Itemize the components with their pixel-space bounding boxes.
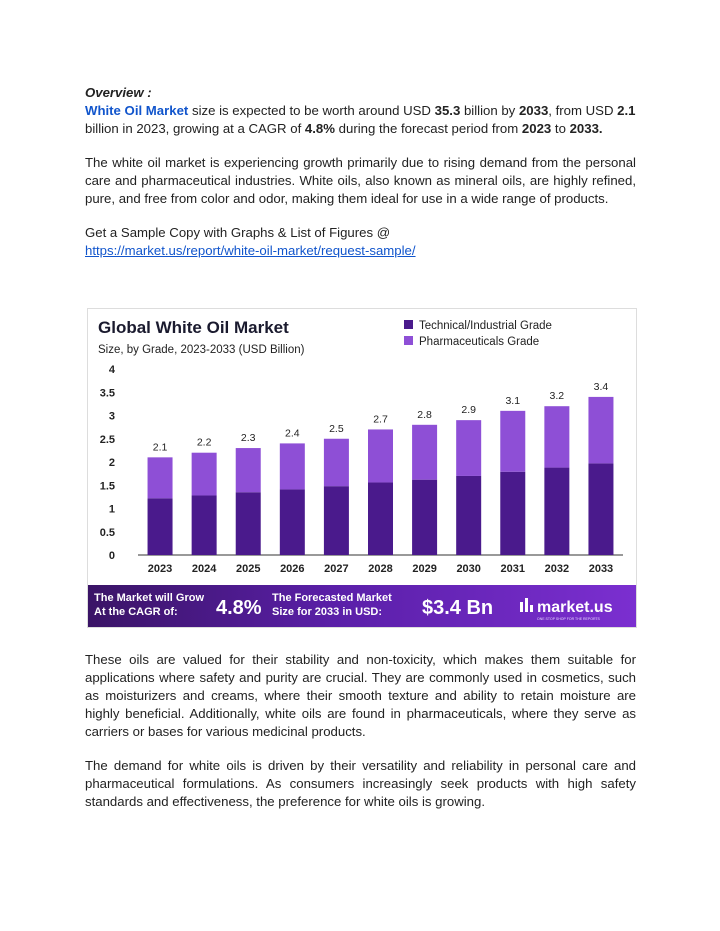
y-axis: 0 0.5 1 1.5 2 2.5 3 3.5 4 bbox=[100, 364, 116, 562]
bar-technical bbox=[279, 489, 305, 555]
bar-pharma bbox=[279, 443, 305, 490]
document-body-lower: These oils are valued for their stabilit… bbox=[85, 651, 636, 811]
bar-total-label: 3.4 bbox=[594, 381, 609, 393]
paragraph-market-drivers: The white oil market is experiencing gro… bbox=[85, 155, 636, 206]
bar-pharma bbox=[456, 420, 482, 476]
bar-total-label: 2.2 bbox=[197, 437, 212, 449]
cagr-value: 4.8% bbox=[304, 121, 335, 136]
market-chart-svg: Global White Oil Market Size, by Grade, … bbox=[88, 318, 636, 627]
x-tick-label: 2026 bbox=[280, 563, 304, 575]
bar-technical bbox=[191, 495, 217, 555]
chart-banner: The Market will Grow At the CAGR of: 4.8… bbox=[88, 585, 636, 627]
y-tick-label: 3 bbox=[109, 411, 115, 423]
x-tick-label: 2029 bbox=[412, 563, 436, 575]
legend-label-pharma: Pharmaceuticals Grade bbox=[419, 336, 539, 348]
bar-pharma bbox=[323, 438, 349, 487]
banner-cagr-value: 4.8% bbox=[216, 597, 262, 619]
bar-pharma bbox=[544, 406, 570, 468]
bar-pharma bbox=[147, 457, 173, 499]
sample-copy-text: Get a Sample Copy with Graphs & List of … bbox=[85, 225, 391, 240]
y-tick-label: 3.5 bbox=[100, 387, 115, 399]
bar-technical bbox=[368, 482, 393, 555]
bar-total-label: 2.8 bbox=[417, 409, 432, 421]
y-tick-label: 0 bbox=[109, 550, 115, 562]
year-end: 2033 bbox=[518, 103, 549, 118]
bar-technical bbox=[235, 492, 261, 555]
bar-technical bbox=[588, 463, 614, 555]
legend-swatch-technical bbox=[404, 320, 413, 329]
x-tick-label: 2024 bbox=[192, 563, 217, 575]
brand-tagline: ONE STOP SHOP FOR THE REPORTS bbox=[537, 617, 601, 621]
bar-pharma bbox=[368, 429, 393, 483]
intro-paragraph: White Oil Market size is expected to be … bbox=[85, 103, 636, 136]
sample-request-link[interactable]: https://market.us/report/white-oil-marke… bbox=[85, 243, 416, 258]
bar-technical bbox=[147, 498, 173, 555]
bar-total-label: 2.1 bbox=[153, 441, 168, 453]
x-tick-label: 2025 bbox=[236, 563, 260, 575]
chart-subtitle: Size, by Grade, 2023-2033 (USD Billion) bbox=[98, 344, 305, 356]
bar-technical bbox=[456, 475, 482, 555]
document-body: Overview : White Oil Market size is expe… bbox=[85, 84, 636, 260]
y-tick-label: 1.5 bbox=[100, 480, 115, 492]
y-tick-label: 4 bbox=[109, 364, 116, 376]
x-tick-label: 2028 bbox=[368, 563, 392, 575]
banner-background bbox=[88, 585, 636, 627]
x-tick-label: 2023 bbox=[148, 563, 172, 575]
x-tick-label: 2032 bbox=[545, 563, 569, 575]
bar-pharma bbox=[412, 424, 438, 480]
bar-technical bbox=[323, 486, 349, 555]
bar-total-label: 2.9 bbox=[461, 404, 476, 416]
bar-pharma bbox=[235, 448, 261, 493]
banner-forecast-line2: Size for 2033 in USD: bbox=[272, 606, 382, 618]
y-tick-label: 2 bbox=[109, 457, 115, 469]
bar-total-label: 2.4 bbox=[285, 427, 300, 439]
bar-total-label: 2.5 bbox=[329, 423, 344, 435]
y-tick-label: 0.5 bbox=[100, 527, 115, 539]
bar-pharma bbox=[588, 396, 614, 464]
chart-title: Global White Oil Market bbox=[98, 318, 289, 337]
bar-total-label: 2.7 bbox=[373, 413, 388, 425]
x-tick-label: 2033 bbox=[589, 563, 613, 575]
year-end-2: 2033. bbox=[569, 121, 603, 136]
bar-pharma bbox=[191, 452, 217, 496]
banner-cagr-line2: At the CAGR of: bbox=[94, 606, 178, 618]
bar-total-label: 2.3 bbox=[241, 432, 256, 444]
paragraph-applications: These oils are valued for their stabilit… bbox=[85, 652, 636, 739]
x-tick-label: 2031 bbox=[501, 563, 525, 575]
market-chart-figure: Global White Oil Market Size, by Grade, … bbox=[87, 308, 637, 628]
x-tick-label: 2027 bbox=[324, 563, 348, 575]
bar-group: 2.1 2023 2.2 2024 2.3 2025 2.4 2026 2.5 2027 2.7 20… bbox=[147, 381, 614, 575]
legend-label-technical: Technical/Industrial Grade bbox=[419, 320, 552, 332]
banner-forecast-line1: The Forecasted Market bbox=[272, 592, 392, 604]
x-tick-label: 2030 bbox=[456, 563, 480, 575]
bar-pharma bbox=[500, 410, 526, 472]
market-us-logo-icon bbox=[520, 598, 533, 612]
y-tick-label: 1 bbox=[109, 504, 115, 516]
paragraph-demand: The demand for white oils is driven by t… bbox=[85, 758, 636, 809]
market-name: White Oil Market bbox=[85, 103, 189, 118]
bar-technical bbox=[500, 471, 526, 555]
bar-total-label: 3.1 bbox=[505, 395, 520, 407]
bar-technical bbox=[544, 467, 570, 555]
banner-forecast-value: $3.4 Bn bbox=[422, 597, 493, 619]
bar-total-label: 3.2 bbox=[550, 390, 565, 402]
value-2033: 35.3 bbox=[434, 103, 461, 118]
brand-logo-text: market.us bbox=[537, 599, 613, 616]
legend-swatch-pharma bbox=[404, 336, 413, 345]
banner-cagr-line1: The Market will Grow bbox=[94, 592, 204, 604]
overview-heading: Overview : bbox=[85, 85, 152, 100]
value-2023: 2.1 bbox=[617, 103, 636, 118]
y-tick-label: 2.5 bbox=[100, 434, 115, 446]
bar-technical bbox=[412, 479, 438, 555]
year-start: 2023 bbox=[521, 121, 552, 136]
